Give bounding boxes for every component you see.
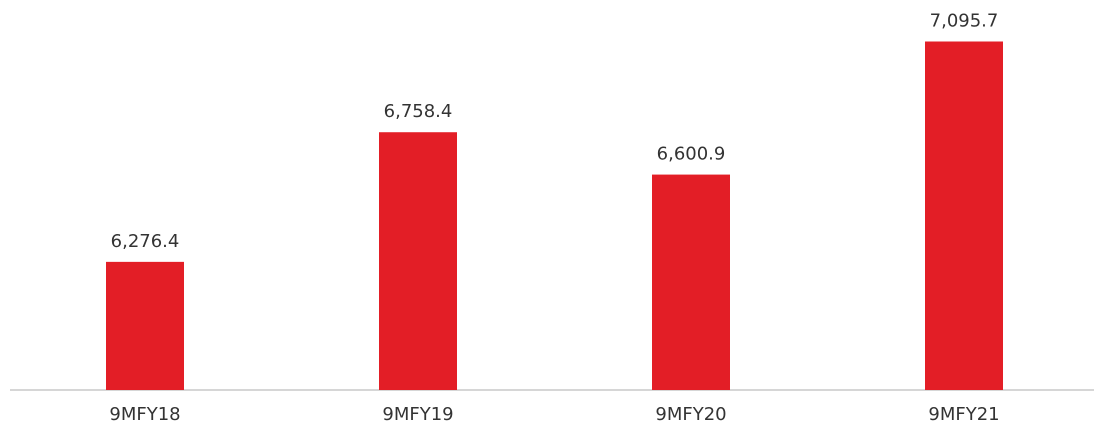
bar <box>652 174 730 390</box>
x-tick-label: 9MFY20 <box>655 404 726 425</box>
x-tick-label: 9MFY19 <box>382 404 453 425</box>
bar <box>379 132 457 390</box>
x-tick-label: 9MFY18 <box>109 404 180 425</box>
bar <box>106 261 184 390</box>
data-label: 6,276.4 <box>111 231 180 252</box>
x-tick-label: 9MFY21 <box>928 404 999 425</box>
data-label: 7,095.7 <box>930 11 999 32</box>
data-label: 6,600.9 <box>657 144 726 165</box>
bar <box>925 41 1003 391</box>
data-label: 6,758.4 <box>384 101 453 122</box>
